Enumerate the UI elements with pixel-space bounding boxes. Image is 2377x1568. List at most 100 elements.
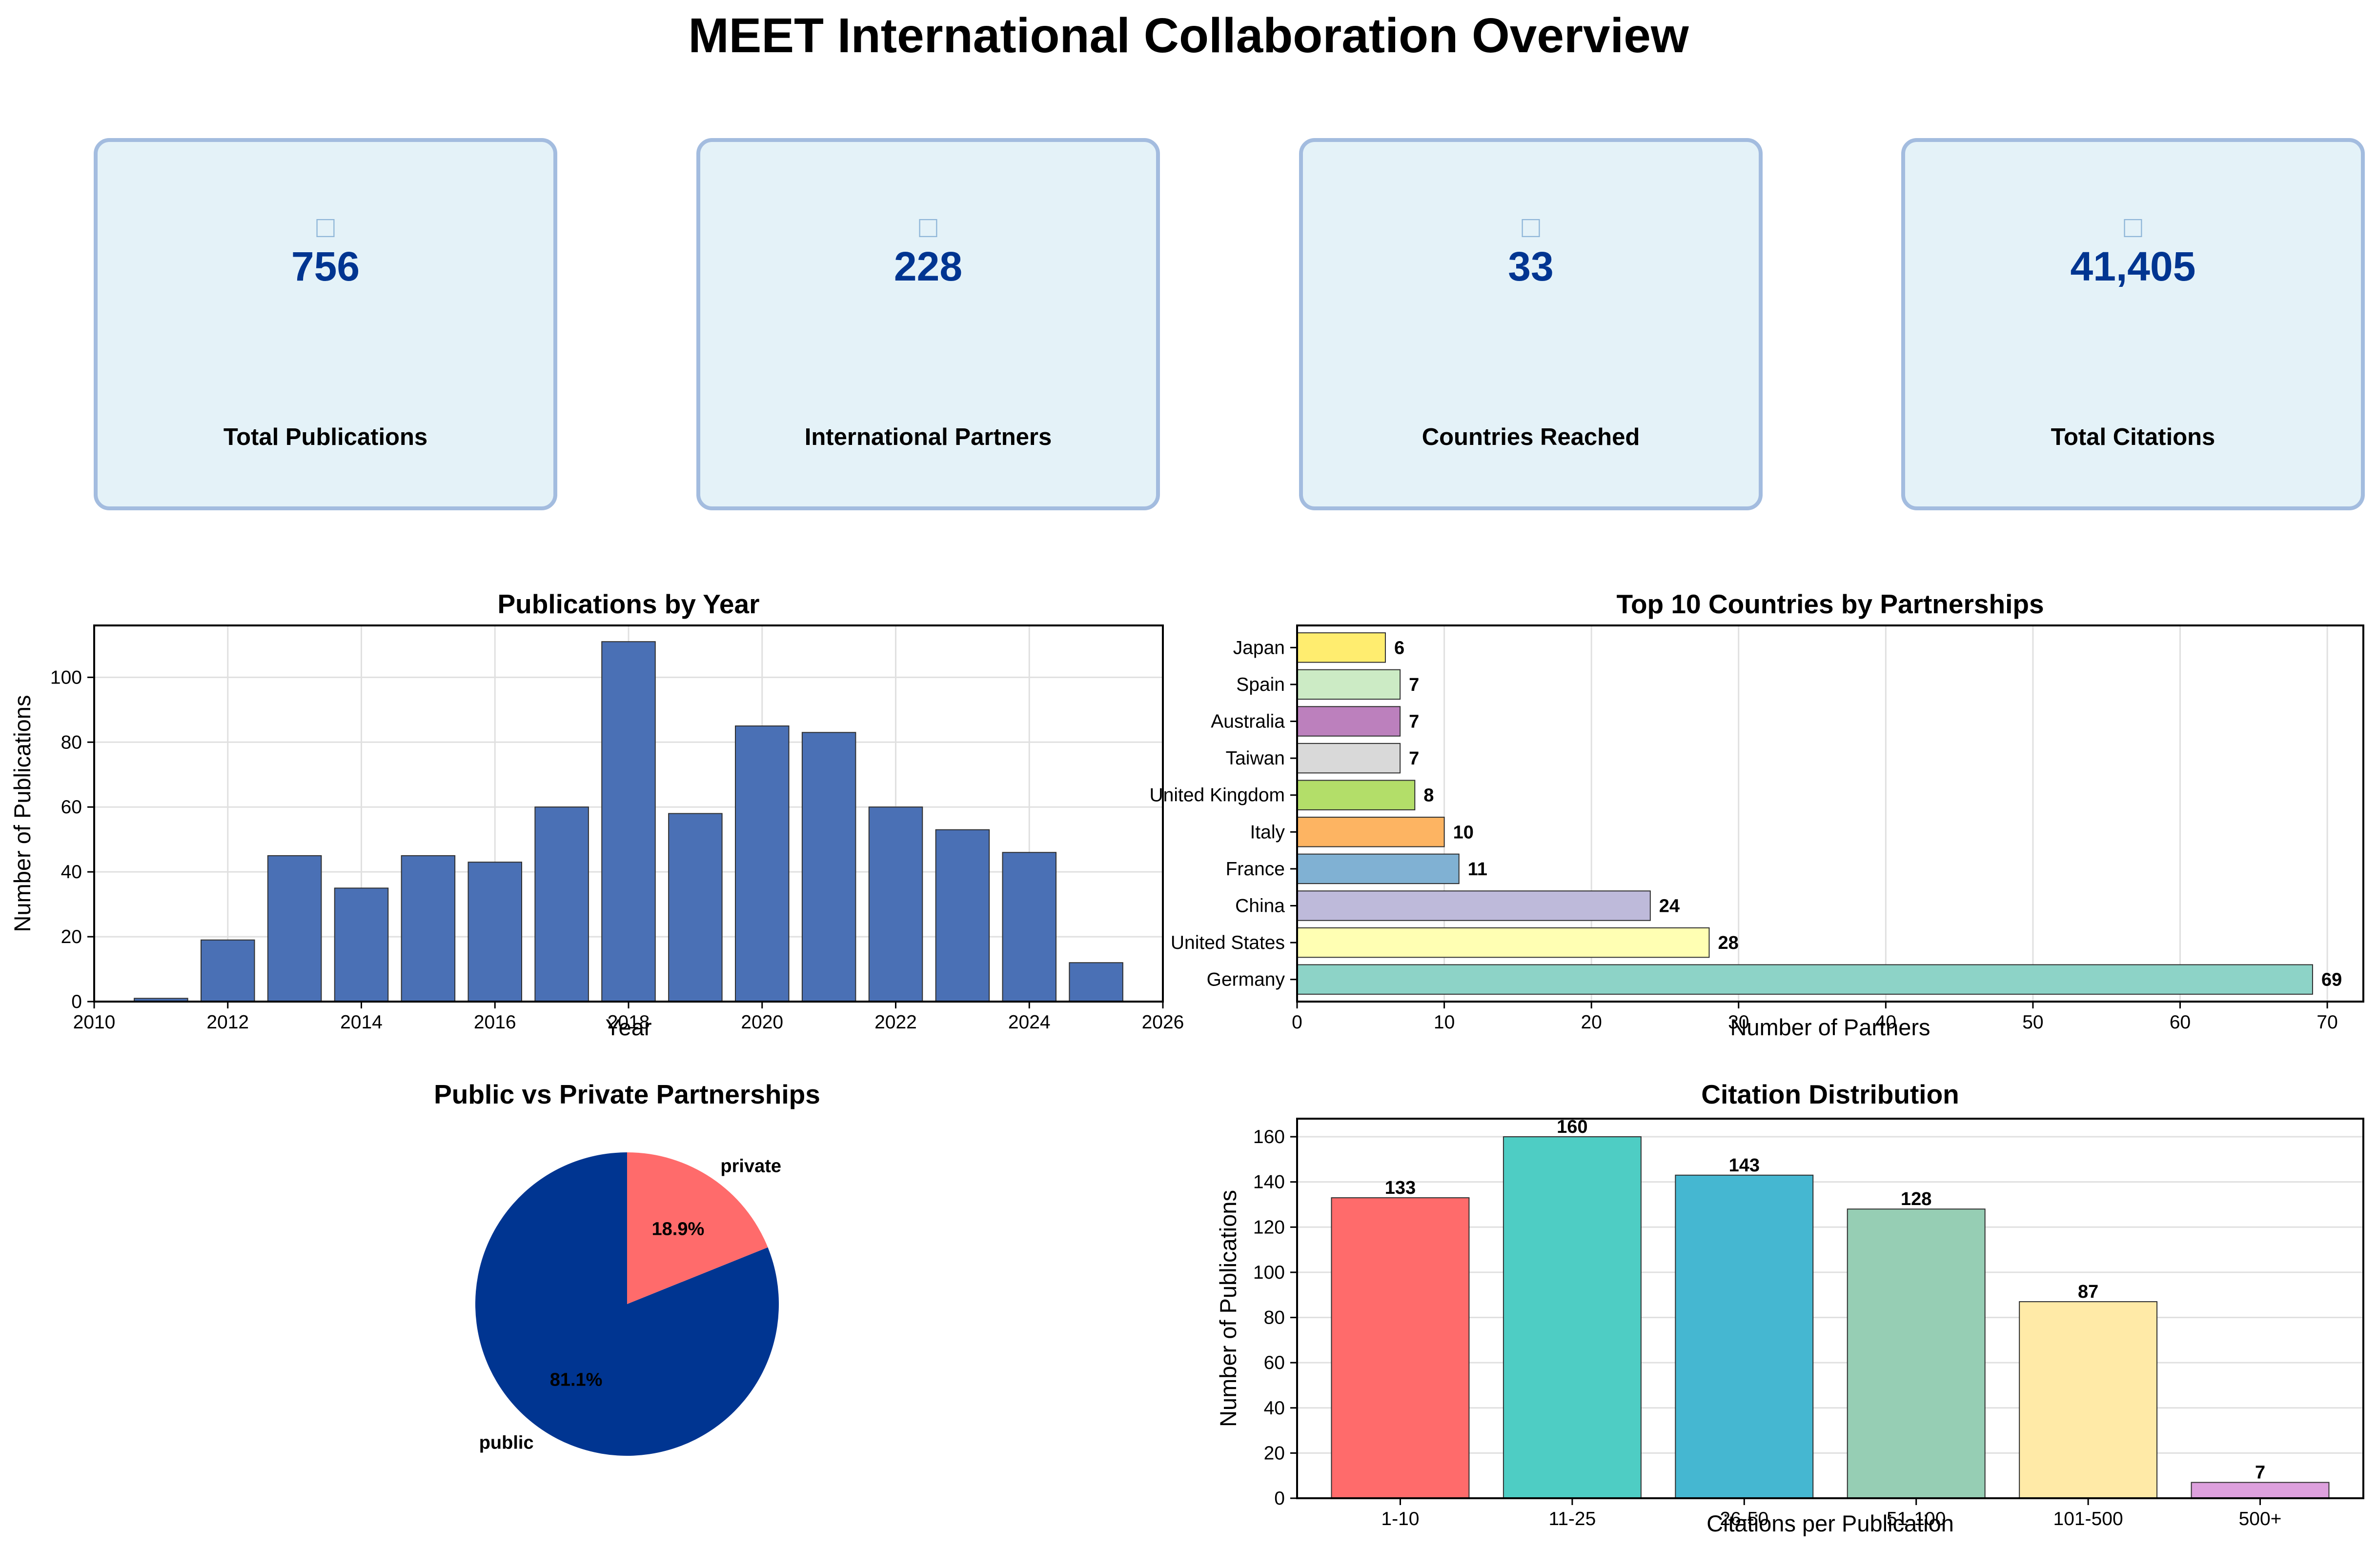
kpi-value: 756 <box>291 243 360 289</box>
x-tick-label: 500+ <box>2239 1508 2282 1529</box>
slice-label: public <box>479 1433 534 1453</box>
plot-frame <box>1296 624 2364 1003</box>
kpi-card-citations: □ 41,405 Total Citations <box>1901 138 2365 510</box>
kpi-value: 33 <box>1508 243 1554 289</box>
bar <box>467 862 522 1002</box>
bar <box>735 725 790 1002</box>
globe-icon: □ <box>1522 210 1540 244</box>
x-tick-label: 20 <box>1581 1012 1602 1033</box>
data-label: 133 <box>1385 1178 1416 1198</box>
y-tick-label: 20 <box>61 926 82 947</box>
y-tick-label: 80 <box>1264 1307 1285 1328</box>
plot-frame <box>1296 1118 2364 1499</box>
x-tick-label: 2016 <box>474 1012 516 1033</box>
chart-title: Public vs Private Partnerships <box>434 1079 820 1109</box>
data-label: 24 <box>1659 896 1680 916</box>
y-axis-label: Number of Publications <box>1215 1190 1241 1427</box>
kpi-card-publications: □ 756 Total Publications <box>94 138 557 510</box>
top-countries-chart: 69 Germany 28 United States 24 China 11 France 1… <box>1150 589 2364 1040</box>
bar <box>267 855 322 1002</box>
kpi-label: Total Publications <box>223 424 428 450</box>
y-tick-label: Japan <box>1233 637 1285 658</box>
bar <box>1069 962 1123 1002</box>
bar <box>1297 780 1416 810</box>
x-tick-label: 50 <box>2022 1012 2043 1033</box>
bar <box>2191 1482 2330 1499</box>
x-tick-label: 2020 <box>741 1012 783 1033</box>
y-tick-label: Italy <box>1250 822 1285 843</box>
y-tick-label: China <box>1235 895 1285 916</box>
kpi-label: International Partners <box>804 424 1052 450</box>
bar <box>601 641 656 1002</box>
x-tick-label: 51-100 <box>1887 1508 1946 1529</box>
data-label: 6 <box>1394 638 1404 658</box>
x-axis-label: Citations per Publication <box>1707 1510 1954 1536</box>
handshake-icon: □ <box>919 210 937 244</box>
bar <box>1297 817 1445 847</box>
kpi-card-partners: □ 228 International Partners <box>696 138 1160 510</box>
chart-icon: □ <box>2124 210 2142 244</box>
bar <box>1297 853 1460 885</box>
bar <box>1503 1136 1642 1499</box>
y-axis-label: Number of Publications <box>9 695 35 932</box>
x-tick-label: 26-50 <box>1720 1508 1768 1529</box>
bar <box>401 855 456 1002</box>
bar <box>668 813 723 1002</box>
y-tick-label: United Kingdom <box>1150 785 1285 806</box>
chart-title: Publications by Year <box>498 589 760 619</box>
pie-slice <box>627 1152 768 1304</box>
chart-title: Citation Distribution <box>1701 1079 1959 1109</box>
y-tick-label: 20 <box>1264 1443 1285 1464</box>
data-label: 87 <box>2078 1282 2098 1302</box>
bar <box>201 939 255 1003</box>
data-label: 7 <box>2255 1463 2265 1483</box>
data-label: 8 <box>1423 785 1434 806</box>
x-axis-label: Year <box>606 1014 652 1040</box>
publications-by-year-chart: 2010 2012 2014 2016 2018 2020 2022 2024 2026 0 20 4… <box>9 589 1184 1040</box>
y-tick-label: 0 <box>1274 1488 1285 1509</box>
data-label: 160 <box>1557 1117 1587 1137</box>
data-label: 143 <box>1729 1155 1760 1176</box>
bar <box>334 887 389 1003</box>
x-tick-label: 40 <box>1875 1012 1896 1033</box>
y-tick-label: 0 <box>71 991 82 1012</box>
document-icon: □ <box>316 210 335 244</box>
data-label: 7 <box>1409 712 1419 732</box>
bar <box>1297 890 1651 921</box>
kpi-value: 41,405 <box>2070 243 2196 289</box>
bar <box>534 806 589 1002</box>
kpi-label: Total Citations <box>2051 424 2215 450</box>
x-tick-label: 2018 <box>608 1012 650 1033</box>
y-tick-label: 60 <box>1264 1352 1285 1373</box>
bar <box>1297 706 1401 737</box>
bar <box>1847 1208 1986 1499</box>
x-tick-label: 2026 <box>1142 1012 1184 1033</box>
data-label: 69 <box>2321 970 2342 990</box>
x-tick-label: 2014 <box>340 1012 383 1033</box>
y-tick-label: 100 <box>1253 1262 1285 1283</box>
y-tick-label: Germany <box>1207 969 1285 990</box>
bar <box>1297 632 1386 663</box>
dashboard-title: MEET International Collaboration Overvie… <box>688 8 1689 63</box>
y-tick-label: United States <box>1171 932 1285 953</box>
bar <box>868 806 923 1002</box>
y-tick-label: Australia <box>1211 711 1285 732</box>
bar <box>1002 852 1056 1003</box>
y-tick-label: 40 <box>61 862 82 883</box>
x-tick-label: 11-25 <box>1548 1508 1596 1529</box>
x-tick-label: 60 <box>2170 1012 2191 1033</box>
y-tick-label: 160 <box>1253 1126 1285 1147</box>
y-tick-label: 140 <box>1253 1172 1285 1193</box>
pie-slice <box>475 1152 779 1456</box>
x-tick-label: 30 <box>1728 1012 1749 1033</box>
bar <box>935 829 990 1003</box>
x-tick-label: 2024 <box>1008 1012 1051 1033</box>
bar <box>1331 1197 1470 1499</box>
y-tick-label: Spain <box>1236 674 1285 695</box>
x-tick-label: 2010 <box>73 1012 116 1033</box>
y-tick-label: France <box>1226 859 1285 880</box>
bar <box>1675 1174 1814 1499</box>
chart-title: Top 10 Countries by Partnerships <box>1616 589 2044 619</box>
y-tick-label: 120 <box>1253 1217 1285 1238</box>
